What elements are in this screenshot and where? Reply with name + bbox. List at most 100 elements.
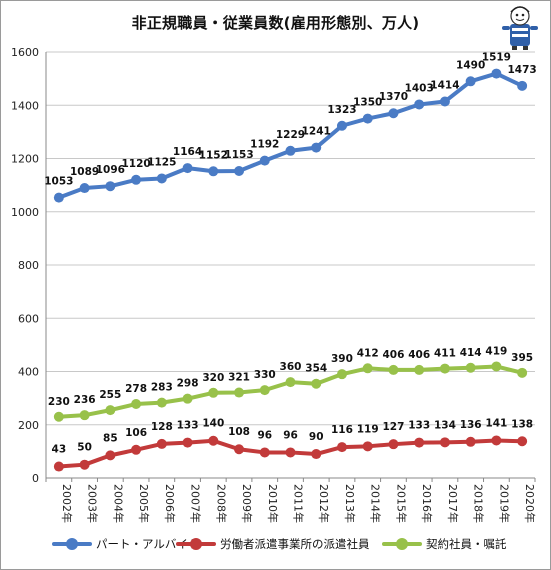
data-label-0: 1473	[508, 64, 537, 76]
y-tick-label: 0	[32, 472, 39, 485]
series-point-0	[491, 68, 502, 79]
data-label-0: 1192	[250, 139, 279, 151]
series-point-2	[259, 385, 270, 396]
data-label-2: 390	[331, 353, 353, 365]
series-point-0	[311, 142, 322, 153]
series-point-2	[79, 410, 90, 421]
x-tick-label: 2008年	[214, 484, 228, 523]
y-tick-label: 1000	[11, 206, 39, 219]
x-tick-label: 2006年	[163, 484, 177, 523]
series-point-2	[53, 411, 64, 422]
series-point-2	[491, 361, 502, 372]
legend-item-keiyaku: 契約社員・嘱託	[382, 536, 507, 552]
x-tick-label: 2016年	[420, 484, 434, 523]
data-label-1: 85	[103, 432, 118, 444]
legend-label-part: パート・アルバイト	[96, 537, 200, 551]
mascot-logo-icon	[502, 6, 538, 50]
data-label-2: 320	[202, 372, 224, 384]
series-point-0	[465, 76, 476, 87]
data-label-2: 255	[99, 389, 121, 401]
data-label-0: 1490	[456, 59, 485, 71]
x-tick-label: 2013年	[343, 484, 357, 523]
data-label-0: 1323	[327, 104, 356, 116]
series-point-2	[208, 387, 219, 398]
series-point-0	[336, 120, 347, 131]
series-point-1	[362, 441, 373, 452]
series-point-1	[156, 438, 167, 449]
data-label-2: 330	[254, 369, 276, 381]
y-tick-label: 1400	[11, 99, 39, 112]
data-label-2: 298	[177, 378, 199, 390]
series-point-2	[182, 393, 193, 404]
series-point-1	[414, 437, 425, 448]
data-label-1: 127	[382, 421, 404, 433]
data-label-1: 90	[309, 431, 324, 443]
data-label-2: 406	[382, 349, 404, 361]
series-point-1	[465, 436, 476, 447]
chart-legend: パート・アルバイト 労働者派遣事業所の派遣社員 契約社員・嘱託	[0, 536, 551, 556]
data-label-0: 1053	[44, 176, 73, 188]
legend-item-haken: 労働者派遣事業所の派遣社員	[176, 536, 370, 552]
series-point-1	[439, 437, 450, 448]
series-point-2	[465, 362, 476, 373]
data-label-2: 406	[408, 349, 430, 361]
series-point-1	[259, 447, 270, 458]
y-tick-label: 200	[18, 419, 39, 432]
data-label-2: 236	[74, 394, 96, 406]
data-label-0: 1519	[482, 52, 511, 64]
series-point-1	[388, 439, 399, 450]
data-label-1: 141	[485, 417, 507, 429]
data-label-1: 116	[331, 424, 353, 436]
x-tick-label: 2010年	[266, 484, 280, 523]
data-label-2: 395	[511, 352, 533, 364]
series-point-2	[388, 364, 399, 375]
series-point-2	[414, 364, 425, 375]
series-point-0	[156, 173, 167, 184]
data-label-1: 106	[125, 427, 147, 439]
chart-title: 非正規職員・従業員数(雇用形態別、万人)	[131, 14, 420, 32]
legend-item-part: パート・アルバイト	[52, 536, 199, 552]
data-label-2: 414	[460, 347, 482, 359]
series-point-2	[439, 363, 450, 374]
data-label-1: 119	[357, 423, 379, 435]
series-point-0	[439, 96, 450, 107]
x-tick-label: 2015年	[394, 484, 408, 523]
data-label-1: 96	[257, 429, 272, 441]
series-point-1	[311, 449, 322, 460]
series-point-0	[105, 181, 116, 192]
series-point-1	[131, 444, 142, 455]
series-point-0	[208, 166, 219, 177]
series-point-1	[53, 461, 64, 472]
series-point-0	[517, 80, 528, 91]
series-point-2	[336, 369, 347, 380]
data-label-2: 360	[280, 361, 302, 373]
data-label-0: 1414	[430, 80, 459, 92]
series-point-0	[388, 108, 399, 119]
series-point-2	[105, 405, 116, 416]
series-point-0	[259, 155, 270, 166]
data-label-0: 1125	[147, 156, 176, 168]
data-label-0: 1403	[405, 82, 434, 94]
data-label-2: 321	[228, 372, 250, 384]
series-point-0	[79, 183, 90, 194]
x-tick-label: 2011年	[292, 484, 306, 523]
series-point-2	[156, 397, 167, 408]
series-point-2	[131, 398, 142, 409]
series-point-1	[517, 436, 528, 447]
x-tick-label: 2009年	[240, 484, 254, 523]
data-label-0: 1229	[276, 129, 305, 141]
series-point-2	[234, 387, 245, 398]
series-point-0	[362, 113, 373, 124]
data-label-2: 354	[305, 363, 327, 375]
x-tick-label: 2005年	[137, 484, 151, 523]
data-label-1: 133	[177, 420, 199, 432]
data-label-2: 411	[434, 348, 456, 360]
data-label-0: 1120	[121, 158, 150, 170]
series-point-2	[285, 377, 296, 388]
data-label-1: 134	[434, 419, 456, 431]
series-point-1	[336, 442, 347, 453]
series-point-1	[105, 450, 116, 461]
series-point-1	[208, 435, 219, 446]
series-point-0	[414, 99, 425, 110]
